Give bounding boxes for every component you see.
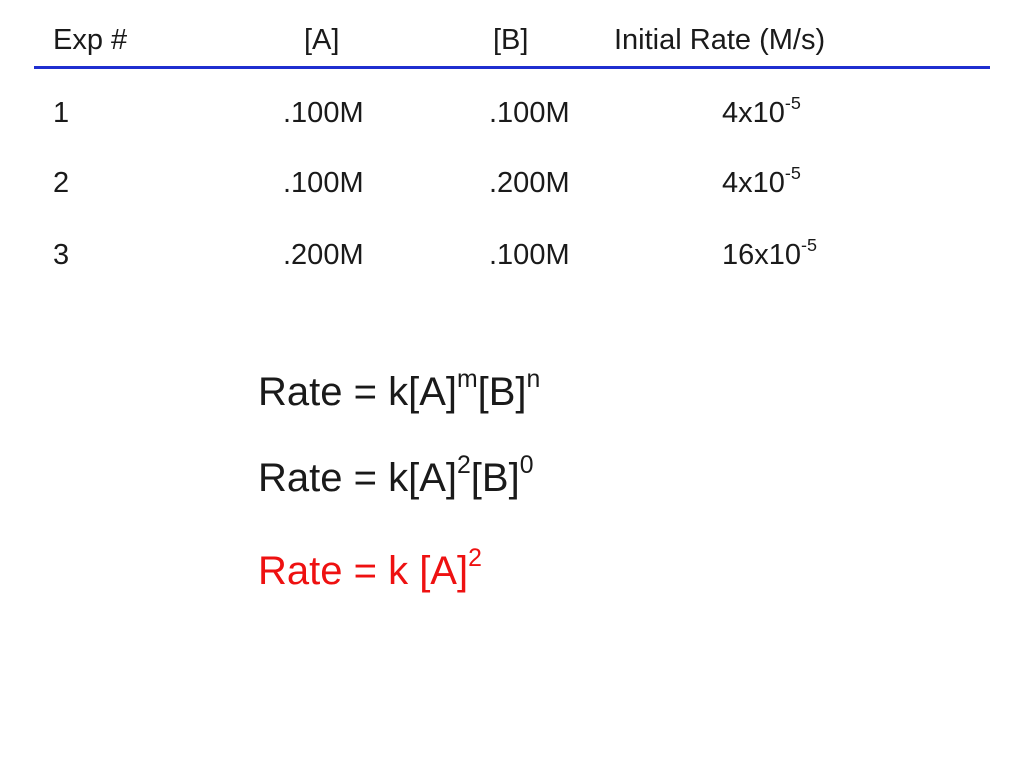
row3-exp: 3 [53,239,70,271]
row1-rate-exp: -5 [784,92,801,113]
row1-rate-base: 4x10 [722,97,785,129]
row3-rate: 16x10-5 [722,234,817,273]
rate-law-general-mid: [B] [477,370,527,414]
row3-b: .100M [489,239,570,271]
row1-b: .100M [489,97,570,129]
row2-exp: 2 [53,167,70,199]
row2-rate: 4x10-5 [722,162,801,201]
row3-a: .200M [283,239,364,271]
rate-law-final: Rate = k [A]2 [258,544,482,595]
header-exp: Exp # [53,24,128,56]
row2-rate-base: 4x10 [722,167,785,199]
row3-rate-base: 16x10 [722,239,802,271]
rate-law-general-n: n [526,365,541,393]
rate-law-final-prefix: Rate = k [A] [258,549,469,593]
row1-rate: 4x10-5 [722,92,801,131]
rate-law-final-m: 2 [468,544,482,572]
row1-a: .100M [283,97,364,129]
rate-law-general-prefix: Rate = k[A] [258,370,457,414]
header-rate: Initial Rate (M/s) [614,24,826,56]
rate-law-substituted: Rate = k[A]2[B]0 [258,451,534,502]
header-a: [A] [304,24,340,56]
rate-law-substituted-n: 0 [519,451,534,479]
row3-rate-exp: -5 [801,234,817,255]
rate-law-substituted-mid: [B] [470,456,520,500]
rate-law-substituted-prefix: Rate = k[A] [258,456,457,500]
row2-a: .100M [283,167,364,199]
header-rule [34,66,990,69]
header-b: [B] [493,24,529,56]
row2-rate-exp: -5 [784,162,801,183]
rate-law-general: Rate = k[A]m[B]n [258,365,541,416]
rate-law-substituted-m: 2 [456,451,471,479]
row2-b: .200M [489,167,570,199]
rate-law-general-m: m [456,365,478,393]
row1-exp: 1 [53,97,70,129]
